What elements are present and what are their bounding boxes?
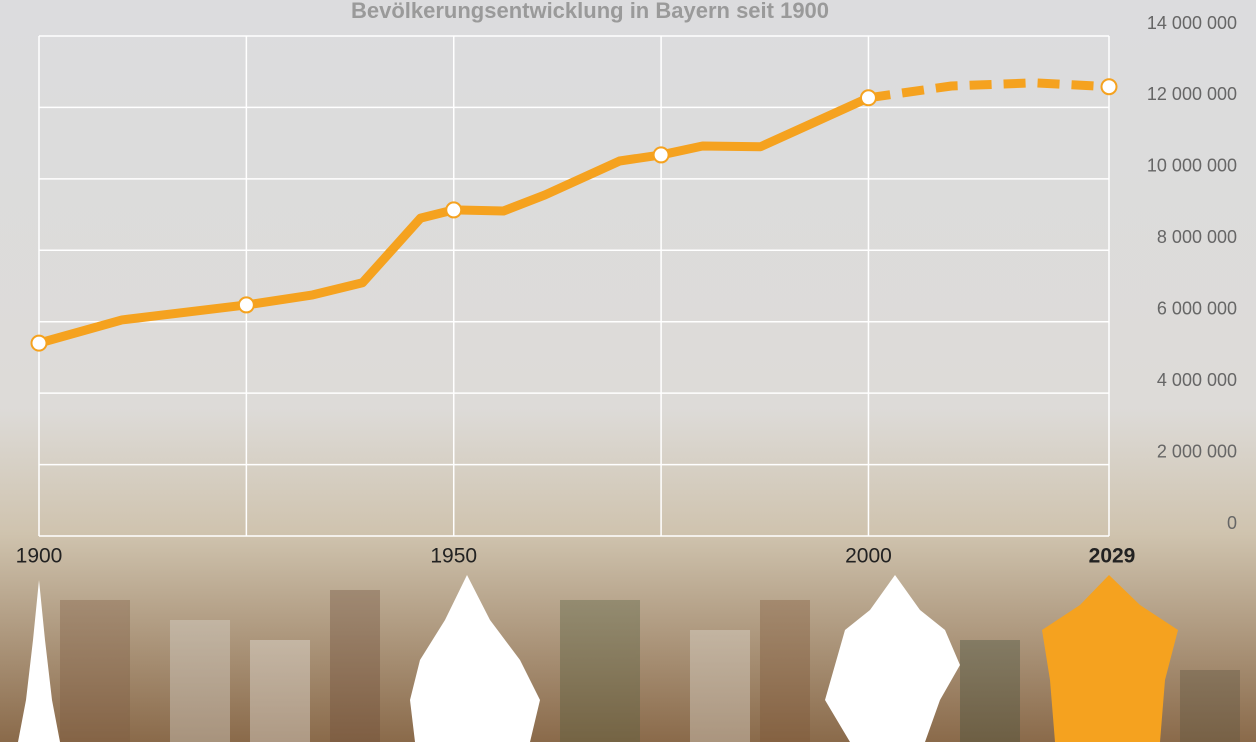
y-tick-label: 2 000 000 xyxy=(1157,441,1237,461)
y-tick-label: 4 000 000 xyxy=(1157,370,1237,390)
chart-title: Bevölkerungsentwicklung in Bayern seit 1… xyxy=(351,0,829,23)
point-marker xyxy=(239,297,254,312)
point-marker xyxy=(654,147,669,162)
x-tick-label: 2029 xyxy=(1089,545,1136,568)
x-tick-label: 1900 xyxy=(16,545,63,568)
point-marker xyxy=(32,336,47,351)
y-tick-label: 6 000 000 xyxy=(1157,298,1237,318)
chart: Bevölkerungsentwicklung in Bayern seit 1… xyxy=(0,0,1256,742)
y-tick-label: 12 000 000 xyxy=(1147,84,1237,104)
y-tick-label: 0 xyxy=(1227,513,1237,533)
x-tick-label: 2000 xyxy=(845,545,892,568)
y-tick-label: 10 000 000 xyxy=(1147,156,1237,176)
point-marker xyxy=(861,90,876,105)
y-tick-label: 8 000 000 xyxy=(1157,227,1237,247)
x-tick-label: 1950 xyxy=(430,545,477,568)
point-marker xyxy=(1102,79,1117,94)
point-marker xyxy=(446,202,461,217)
y-tick-label: 14 000 000 xyxy=(1147,13,1237,33)
